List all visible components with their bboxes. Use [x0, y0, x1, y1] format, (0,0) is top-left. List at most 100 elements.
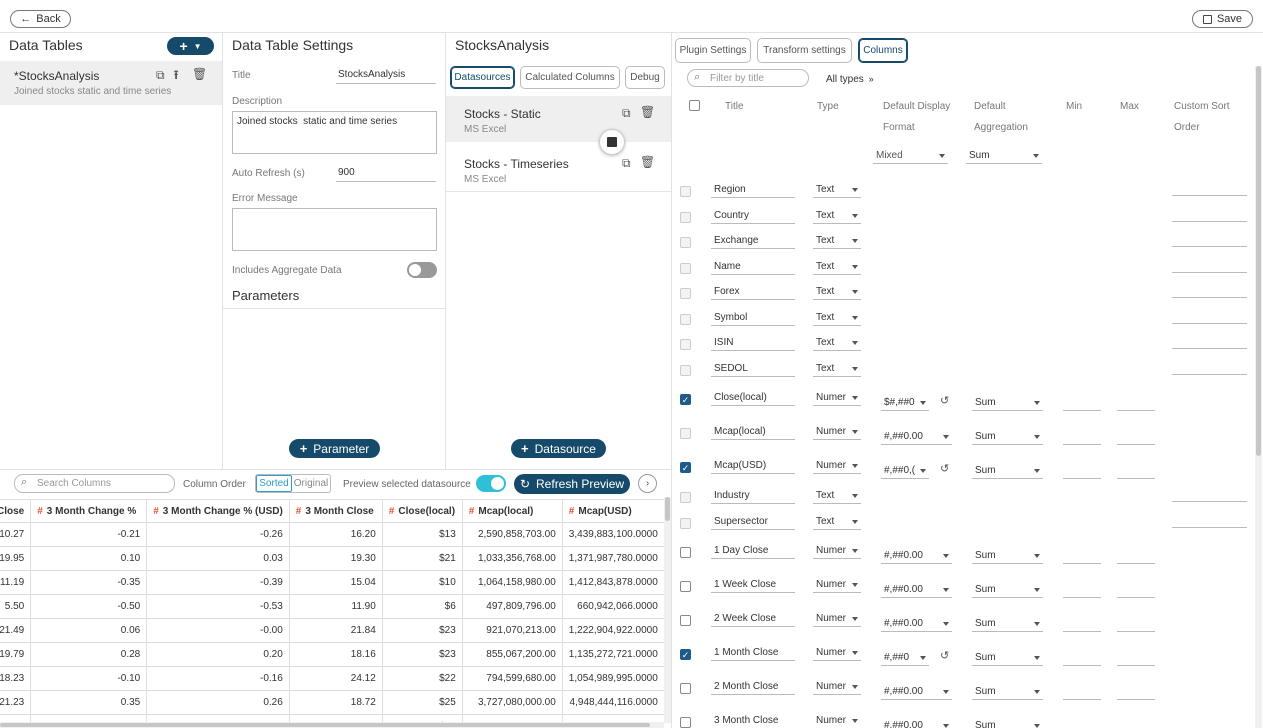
column-max-input[interactable] [1117, 665, 1155, 666]
column-checkbox[interactable] [680, 365, 691, 376]
back-button[interactable]: ← Back [10, 10, 71, 28]
copy-icon[interactable]: ⧉ [156, 68, 165, 82]
column-min-input[interactable] [1063, 478, 1101, 479]
save-button[interactable]: Save [1192, 10, 1253, 28]
column-type-select[interactable]: Numer [813, 543, 861, 559]
column-format-select[interactable]: #,##0.00 [881, 548, 952, 564]
column-max-input[interactable] [1117, 563, 1155, 564]
column-checkbox[interactable] [680, 547, 691, 558]
bulk-aggregation-select[interactable]: Sum [966, 148, 1042, 164]
column-sort-order-input[interactable] [1172, 272, 1247, 273]
column-title-input[interactable]: Supersector [711, 514, 795, 530]
column-title-input[interactable]: 3 Month Close [711, 713, 795, 728]
reset-icon[interactable]: ↺ [940, 395, 950, 407]
column-aggregation-select[interactable]: Sum [972, 650, 1043, 666]
search-columns-input[interactable]: ⌕ Search Columns [14, 474, 175, 493]
column-max-input[interactable] [1117, 478, 1155, 479]
title-input[interactable] [336, 66, 436, 84]
column-sort-order-input[interactable] [1172, 221, 1247, 222]
grid-scroll-thumb-h[interactable] [0, 723, 650, 727]
column-min-input[interactable] [1063, 631, 1101, 632]
reset-icon[interactable]: ↺ [940, 463, 950, 475]
column-title-input[interactable]: Symbol [711, 310, 795, 326]
filter-by-title-input[interactable]: ⌕ Filter by title [687, 69, 809, 87]
column-type-select[interactable]: Text [813, 182, 861, 198]
column-title-input[interactable]: ISIN [711, 335, 795, 351]
column-title-input[interactable]: Forex [711, 284, 795, 300]
column-checkbox[interactable] [680, 581, 691, 592]
tab-transform-settings[interactable]: Transform settings [757, 38, 852, 63]
column-aggregation-select[interactable]: Sum [972, 718, 1043, 728]
column-type-select[interactable]: Numer [813, 713, 861, 728]
grid-scrollbar-h[interactable] [0, 722, 664, 728]
grid-header-cell[interactable]: #3 Month Change % [30, 499, 148, 523]
column-type-select[interactable]: Numer [813, 645, 861, 661]
reset-icon[interactable]: ↺ [940, 650, 950, 662]
column-aggregation-select[interactable]: Sum [972, 582, 1043, 598]
data-table-item[interactable]: *StocksAnalysis Joined stocks static and… [0, 61, 222, 105]
column-aggregation-select[interactable]: Sum [972, 684, 1043, 700]
column-format-select[interactable]: #,##0.00 [881, 582, 952, 598]
column-sort-order-input[interactable] [1172, 348, 1247, 349]
column-type-select[interactable]: Text [813, 361, 861, 377]
column-type-select[interactable]: Text [813, 310, 861, 326]
column-max-input[interactable] [1117, 597, 1155, 598]
column-title-input[interactable]: 1 Week Close [711, 577, 795, 593]
column-aggregation-select[interactable]: Sum [972, 548, 1043, 564]
column-aggregation-select[interactable]: Sum [972, 463, 1043, 479]
column-title-input[interactable]: Mcap(USD) [711, 458, 795, 474]
tab-datasources[interactable]: Datasources [450, 66, 515, 89]
sorted-option[interactable]: Sorted [256, 475, 292, 492]
column-format-select[interactable]: #,##0.00 [881, 684, 952, 700]
column-checkbox[interactable] [680, 428, 691, 439]
expand-chevron-button[interactable]: › [638, 474, 657, 493]
trash-icon[interactable]: 🗑 [640, 105, 656, 119]
add-data-table-button[interactable]: + ▼ [167, 37, 214, 55]
column-title-input[interactable]: 1 Day Close [711, 543, 795, 559]
column-format-select[interactable]: #,##0 [881, 650, 929, 666]
column-sort-order-input[interactable] [1172, 501, 1247, 502]
column-sort-order-input[interactable] [1172, 246, 1247, 247]
column-type-select[interactable]: Numer [813, 679, 861, 695]
column-type-select[interactable]: Text [813, 208, 861, 224]
column-title-input[interactable]: 2 Week Close [711, 611, 795, 627]
upload-icon[interactable]: ⭱ [174, 68, 179, 82]
column-format-select[interactable]: #,##0.00 [881, 429, 952, 445]
trash-icon[interactable]: 🗑 [640, 155, 656, 169]
grid-header-cell[interactable]: Close [0, 499, 32, 523]
description-textarea[interactable]: Joined stocks static and time series [232, 111, 437, 154]
column-checkbox[interactable]: ✓ [680, 649, 691, 660]
column-type-select[interactable]: Text [813, 259, 861, 275]
column-min-input[interactable] [1063, 410, 1101, 411]
drag-handle-icon[interactable] [599, 129, 625, 155]
columns-scroll-thumb[interactable] [1256, 66, 1261, 456]
grid-header-cell[interactable]: #3 Month Change % (USD) [146, 499, 290, 523]
grid-header-cell[interactable]: # Mcap(USD) [561, 499, 664, 523]
select-all-checkbox[interactable] [689, 100, 700, 111]
all-types-dropdown[interactable]: All types » [826, 74, 874, 85]
column-max-input[interactable] [1117, 410, 1155, 411]
column-type-select[interactable]: Numer [813, 577, 861, 593]
datasource-item-timeseries[interactable]: Stocks - Timeseries MS Excel ⧉ 🗑 [446, 146, 671, 192]
column-type-select[interactable]: Text [813, 335, 861, 351]
trash-icon[interactable]: 🗑 [192, 67, 208, 81]
column-aggregation-select[interactable]: Sum [972, 616, 1043, 632]
column-sort-order-input[interactable] [1172, 297, 1247, 298]
column-checkbox[interactable]: ✓ [680, 394, 691, 405]
grid-scrollbar-v[interactable] [664, 497, 671, 723]
column-checkbox[interactable]: ✓ [680, 462, 691, 473]
column-min-input[interactable] [1063, 665, 1101, 666]
column-type-select[interactable]: Numer [813, 390, 861, 406]
tab-debug[interactable]: Debug [625, 66, 665, 89]
tab-columns[interactable]: Columns [858, 38, 908, 63]
column-type-select[interactable]: Text [813, 514, 861, 530]
columns-scrollbar[interactable] [1255, 66, 1262, 728]
column-format-select[interactable]: $#,##0 [881, 395, 929, 411]
column-type-select[interactable]: Text [813, 284, 861, 300]
column-max-input[interactable] [1117, 444, 1155, 445]
column-title-input[interactable]: SEDOL [711, 361, 795, 377]
column-sort-order-input[interactable] [1172, 374, 1247, 375]
tab-calculated-columns[interactable]: Calculated Columns [520, 66, 620, 89]
column-checkbox[interactable] [680, 683, 691, 694]
column-aggregation-select[interactable]: Sum [972, 429, 1043, 445]
